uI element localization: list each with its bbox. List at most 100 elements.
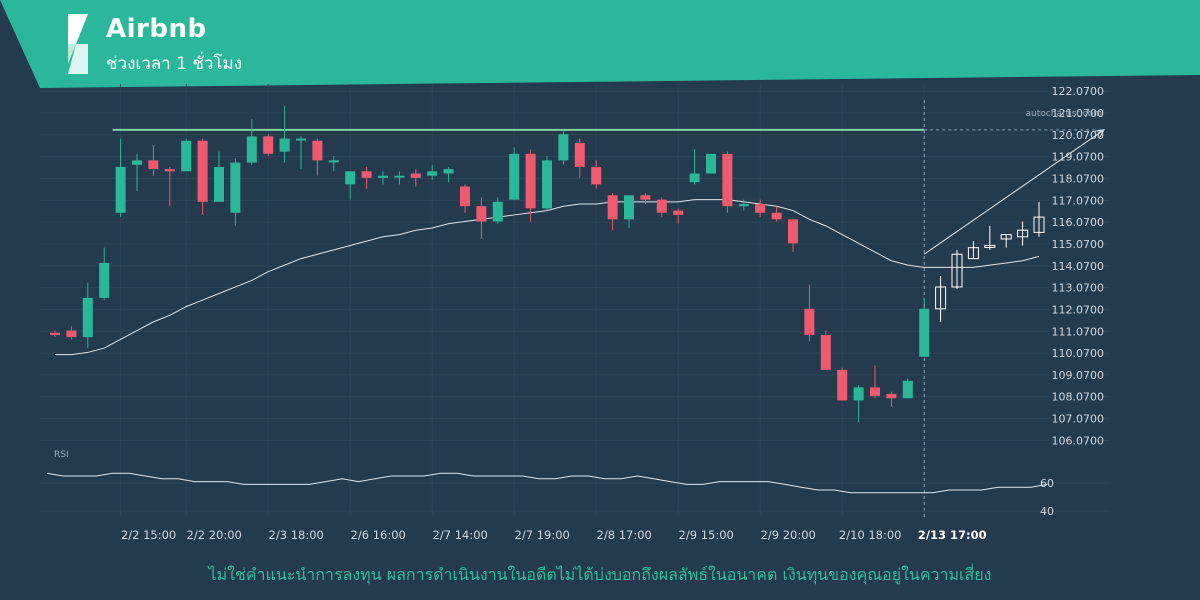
candle bbox=[214, 151, 224, 202]
candle bbox=[722, 151, 733, 213]
candle-body bbox=[296, 138, 306, 141]
candle bbox=[82, 282, 93, 349]
candle-body bbox=[738, 204, 749, 207]
candle bbox=[837, 367, 848, 401]
candle bbox=[706, 153, 716, 174]
candle-body bbox=[886, 393, 897, 399]
candle-body bbox=[1033, 216, 1045, 233]
candle-body bbox=[706, 153, 716, 174]
candle bbox=[738, 199, 749, 211]
candle-body bbox=[443, 169, 454, 174]
candle bbox=[870, 365, 880, 399]
y-tick-label: 114.0700 bbox=[1052, 260, 1105, 273]
candle bbox=[951, 249, 963, 290]
candle-body bbox=[509, 153, 520, 200]
forecast-arrow-head bbox=[1095, 129, 1105, 138]
candle-body bbox=[181, 140, 192, 172]
candle bbox=[984, 225, 996, 250]
candle-body bbox=[673, 210, 684, 215]
candle bbox=[443, 166, 454, 183]
candle-body bbox=[410, 173, 421, 178]
candle bbox=[591, 160, 602, 189]
candle-body bbox=[525, 153, 536, 209]
candle bbox=[328, 156, 339, 172]
candle-body bbox=[837, 369, 848, 401]
candle-body bbox=[427, 171, 438, 176]
candle-body bbox=[788, 219, 798, 244]
price-chart: 122.0700121.0700120.0700119.0700118.0700… bbox=[46, 85, 1105, 542]
candle-body bbox=[640, 195, 651, 200]
candle-body bbox=[951, 253, 963, 288]
candle-body bbox=[591, 166, 602, 185]
y-tick-label: 119.0700 bbox=[1052, 151, 1105, 164]
candle bbox=[755, 199, 766, 218]
candle-body bbox=[853, 387, 864, 401]
candle bbox=[689, 149, 700, 185]
candle bbox=[574, 138, 585, 178]
candle-body bbox=[492, 201, 503, 222]
y-tick-label: 108.0700 bbox=[1052, 391, 1105, 404]
x-tick-label: 2/9 20:00 bbox=[761, 528, 816, 542]
candle bbox=[296, 136, 306, 170]
candle bbox=[673, 208, 684, 224]
candle-body bbox=[722, 153, 733, 207]
candle-body bbox=[689, 173, 700, 183]
candle bbox=[492, 197, 503, 224]
candle-body bbox=[82, 297, 93, 338]
candle-body bbox=[246, 136, 257, 163]
candle-body bbox=[460, 186, 470, 207]
candle bbox=[263, 134, 274, 157]
rsi-tick-label: 60 bbox=[1040, 477, 1054, 490]
candle bbox=[935, 276, 947, 322]
x-tick-label: 2/8 17:00 bbox=[597, 528, 652, 542]
candle bbox=[50, 330, 60, 338]
rsi-tick-label: 40 bbox=[1040, 505, 1054, 518]
x-tick-label: 2/2 15:00 bbox=[121, 528, 176, 542]
x-tick-label: 2/6 16:00 bbox=[351, 528, 406, 542]
candle-body bbox=[263, 136, 274, 154]
candle bbox=[1000, 234, 1012, 248]
candle bbox=[115, 138, 126, 218]
x-tick-label: 2/10 18:00 bbox=[839, 528, 902, 542]
candle-body bbox=[66, 330, 77, 338]
forecast-arrow-line bbox=[923, 129, 1105, 255]
candle bbox=[624, 195, 634, 229]
candle-body bbox=[755, 204, 766, 213]
rsi-label: RSI bbox=[54, 450, 69, 460]
x-tick-label: 2/7 14:00 bbox=[433, 528, 488, 542]
price-axis: 122.0700121.0700120.0700119.0700118.0700… bbox=[1052, 85, 1105, 447]
candle-body bbox=[230, 162, 241, 213]
candle bbox=[1033, 201, 1045, 237]
candle bbox=[312, 138, 323, 176]
candle bbox=[525, 149, 536, 222]
candle-body bbox=[558, 134, 569, 161]
x-tick-label: 2/13 17:00 bbox=[918, 528, 987, 542]
candle bbox=[607, 193, 618, 231]
candle bbox=[410, 169, 421, 187]
candle bbox=[886, 391, 897, 407]
candle-body bbox=[902, 380, 913, 399]
candle bbox=[427, 164, 438, 181]
y-tick-label: 110.0700 bbox=[1052, 347, 1105, 360]
candle-body bbox=[820, 334, 831, 370]
candle-body bbox=[328, 160, 339, 163]
candle bbox=[804, 284, 815, 342]
candle-body bbox=[99, 262, 110, 298]
candle bbox=[771, 206, 782, 222]
candle-body bbox=[607, 195, 618, 220]
candle bbox=[279, 105, 290, 163]
candle bbox=[460, 184, 470, 213]
candle-body bbox=[804, 308, 815, 335]
resistance-line bbox=[112, 100, 1104, 520]
candle-body bbox=[656, 199, 667, 213]
chart-subtitle: ช่วงเวลา 1 ชั่วโมง bbox=[106, 54, 243, 74]
candle bbox=[99, 247, 110, 301]
y-tick-label: 121.0700 bbox=[1052, 107, 1105, 120]
y-tick-label: 122.0700 bbox=[1052, 85, 1105, 98]
candle-body bbox=[312, 140, 323, 161]
y-tick-label: 111.0700 bbox=[1052, 325, 1105, 338]
y-tick-label: 118.0700 bbox=[1052, 172, 1105, 185]
candle bbox=[509, 147, 520, 200]
x-tick-label: 2/2 20:00 bbox=[187, 528, 242, 542]
y-tick-label: 113.0700 bbox=[1052, 282, 1105, 295]
